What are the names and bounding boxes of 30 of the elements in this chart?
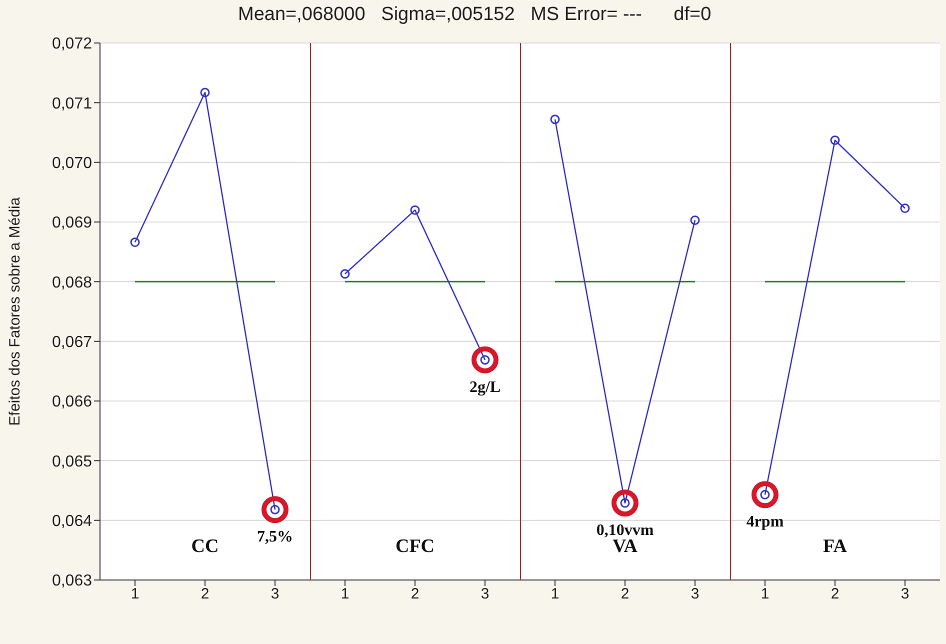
x-tick-label: 1: [340, 586, 350, 603]
x-tick-label: 2: [620, 586, 630, 603]
x-tick-label: 3: [480, 586, 490, 603]
y-tick-label: 0,072: [52, 36, 92, 53]
annotation: CC: [191, 536, 219, 557]
text: Mean=,068000 Sigma=,005152 MS Error= --- df=0: [238, 4, 712, 26]
y-axis-title: Efeitos dos Fatores sobre a Média: [6, 196, 24, 426]
x-tick-label: 3: [690, 586, 700, 603]
y-tick-label: 0,069: [52, 214, 92, 232]
annotation: 4rpm: [746, 514, 784, 531]
y-tick-label: 0,070: [52, 155, 92, 172]
x-tick-label: 1: [760, 586, 770, 603]
y-tick-label: 0,066: [52, 394, 92, 411]
annotation: 7,5%: [257, 528, 293, 546]
y-tick-label: 0,071: [52, 95, 92, 112]
x-tick-label: 1: [130, 586, 140, 603]
y-tick-label: 0,064: [52, 513, 92, 530]
y-tick-label: 0,068: [52, 274, 92, 292]
x-tick-label: 2: [200, 586, 210, 603]
annotation: CFC: [394, 536, 436, 558]
x-tick-label: 2: [830, 586, 840, 603]
x-tick-label: 3: [270, 586, 280, 603]
x-tick-label: 3: [900, 586, 910, 603]
y-tick-label: 0,067: [52, 334, 92, 352]
y-tick-label: 0,063: [52, 572, 92, 590]
y-tick-label: 0,065: [52, 453, 92, 470]
x-tick-label: 2: [410, 586, 420, 603]
x-tick-label: 1: [550, 586, 560, 603]
annotation: FA: [822, 536, 848, 558]
annotation: 2g/L: [469, 378, 501, 396]
